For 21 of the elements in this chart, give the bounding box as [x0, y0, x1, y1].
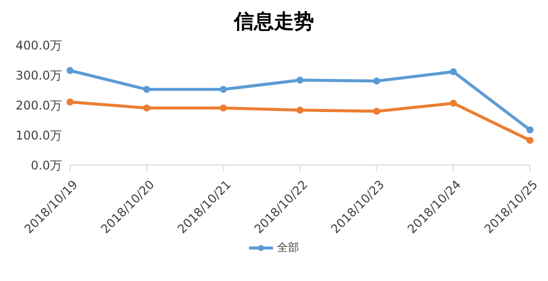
- chart-title: 信息走势: [232, 8, 315, 35]
- point: [450, 68, 457, 76]
- y-tick-label: 400.0万: [16, 38, 62, 52]
- point: [373, 78, 380, 84]
- point: [143, 86, 150, 93]
- point: [526, 126, 534, 134]
- point: [143, 104, 150, 112]
- y-tick-label: 300.0万: [16, 68, 62, 82]
- point: [373, 108, 380, 115]
- y-tick-label: 0.0万: [30, 158, 62, 172]
- point: [296, 76, 304, 84]
- point: [296, 106, 304, 114]
- y-tick-label: 100.0万: [16, 128, 62, 142]
- legend-label: 全部: [276, 240, 299, 255]
- point: [220, 86, 227, 93]
- point: [66, 98, 74, 106]
- point: [220, 104, 227, 112]
- point: [526, 136, 534, 144]
- point: [450, 100, 457, 107]
- point: [66, 67, 74, 74]
- y-tick-label: 200.0万: [16, 98, 62, 112]
